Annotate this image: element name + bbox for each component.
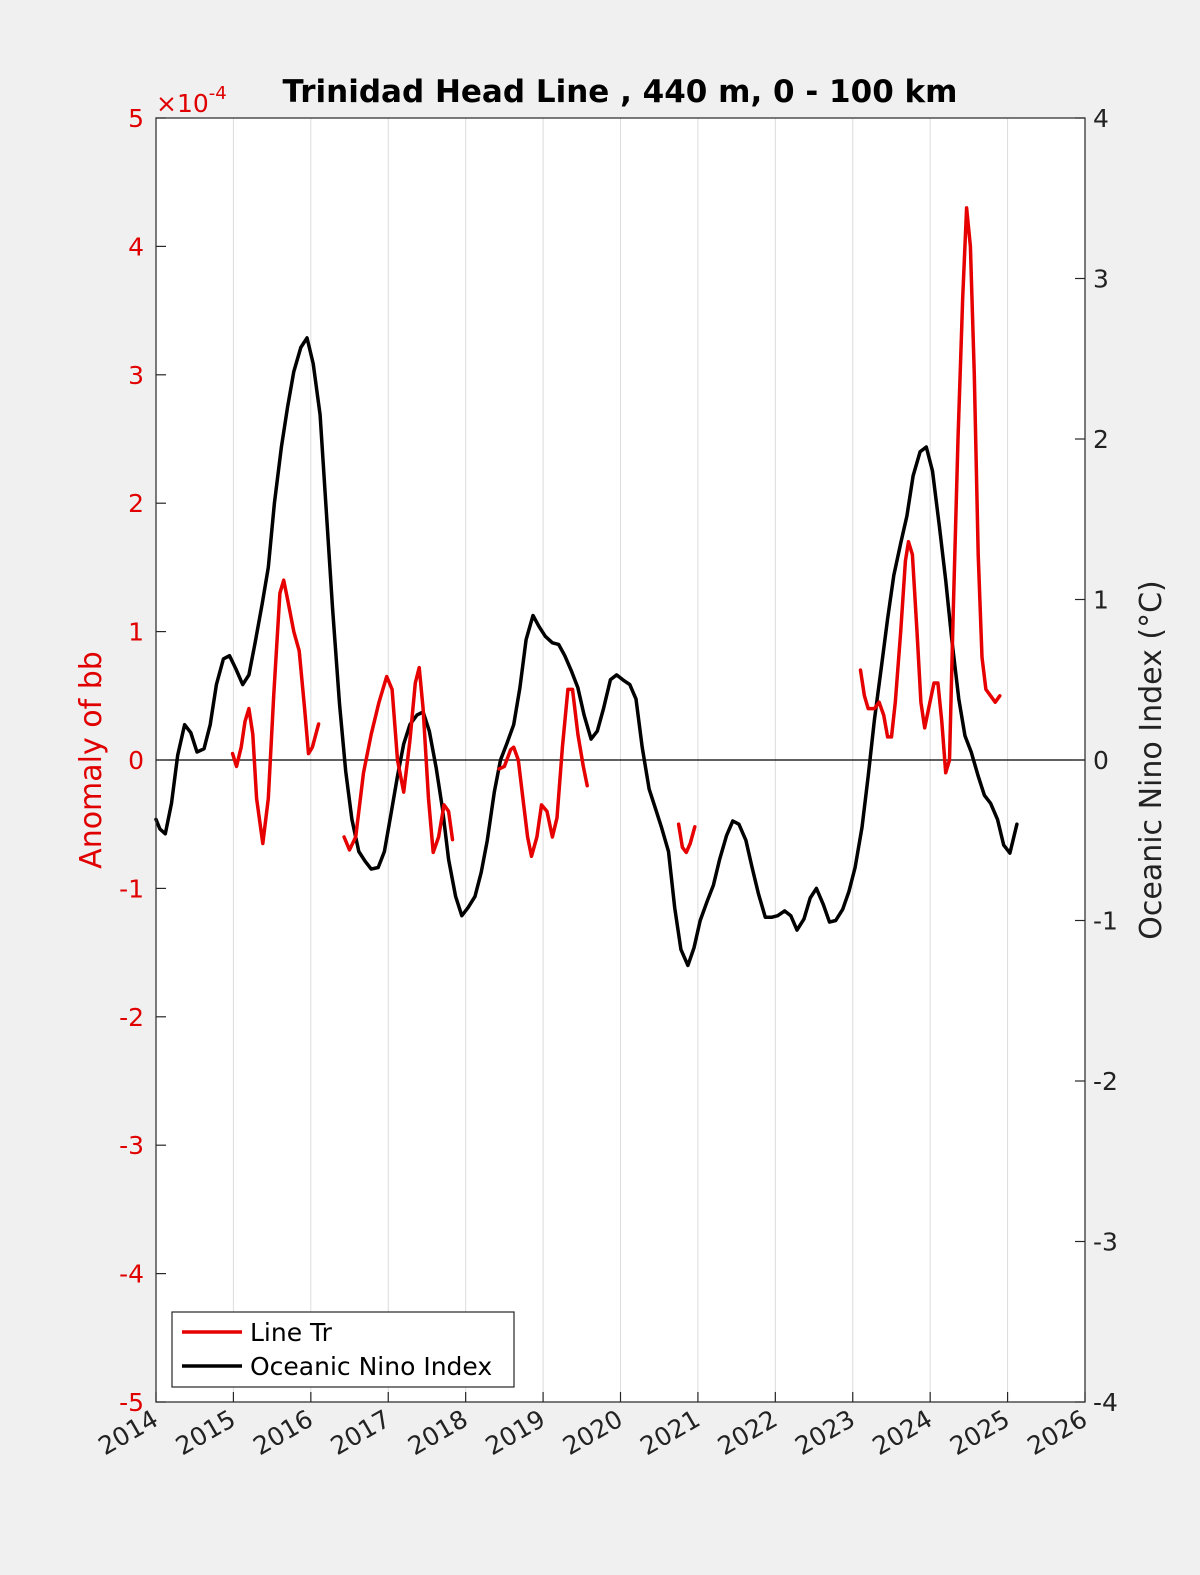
legend-label-oni: Oceanic Nino Index <box>250 1352 492 1381</box>
left-tick-label: 2 <box>128 489 144 518</box>
left-tick-label: 3 <box>128 361 144 390</box>
right-tick-label: 1 <box>1093 586 1109 615</box>
left-tick-label: 4 <box>128 232 144 261</box>
legend-label-line-tr: Line Tr <box>250 1318 333 1347</box>
series-layer <box>154 206 1019 968</box>
left-tick-label: -5 <box>119 1388 144 1417</box>
right-tick-label: 3 <box>1093 265 1109 294</box>
legend-box <box>171 1311 515 1388</box>
left-tick-label: -3 <box>119 1131 144 1160</box>
line-tr-series <box>858 206 1002 775</box>
right-y-axis: -4 -3 -2 -1 0 1 2 3 4 <box>1075 104 1118 1417</box>
left-y-axis: -5 -4 -3 -2 -1 0 1 2 3 4 5 <box>119 104 166 1417</box>
right-tick-label: -4 <box>1093 1388 1118 1417</box>
right-tick-label: -2 <box>1093 1067 1118 1096</box>
left-tick-label: -1 <box>119 874 144 903</box>
legend: Line Tr Oceanic Nino Index <box>171 1311 515 1388</box>
left-tick-label: 5 <box>128 104 144 133</box>
oni-series <box>154 336 1019 968</box>
left-tick-label: -2 <box>119 1003 144 1032</box>
left-axis-title: Anomaly of bb <box>74 651 109 869</box>
line-tr-series <box>230 578 321 846</box>
chart-title: Trinidad Head Line , 440 m, 0 - 100 km <box>283 74 958 110</box>
left-tick-label: 1 <box>128 618 144 647</box>
left-tick-label: -4 <box>119 1260 144 1289</box>
line-tr-series <box>497 687 589 859</box>
right-tick-label: -1 <box>1093 907 1118 936</box>
right-tick-label: -3 <box>1093 1228 1118 1257</box>
line-tr-series <box>676 822 697 855</box>
left-axis-exponent: ×10-4 <box>156 83 227 118</box>
right-tick-label: 2 <box>1093 425 1109 454</box>
left-tick-label: 0 <box>128 746 144 775</box>
line-tr-series <box>342 665 455 855</box>
right-tick-label: 0 <box>1093 746 1109 775</box>
right-axis-title: Oceanic Nino Index (°C) <box>1134 580 1169 940</box>
right-tick-label: 4 <box>1093 104 1109 133</box>
